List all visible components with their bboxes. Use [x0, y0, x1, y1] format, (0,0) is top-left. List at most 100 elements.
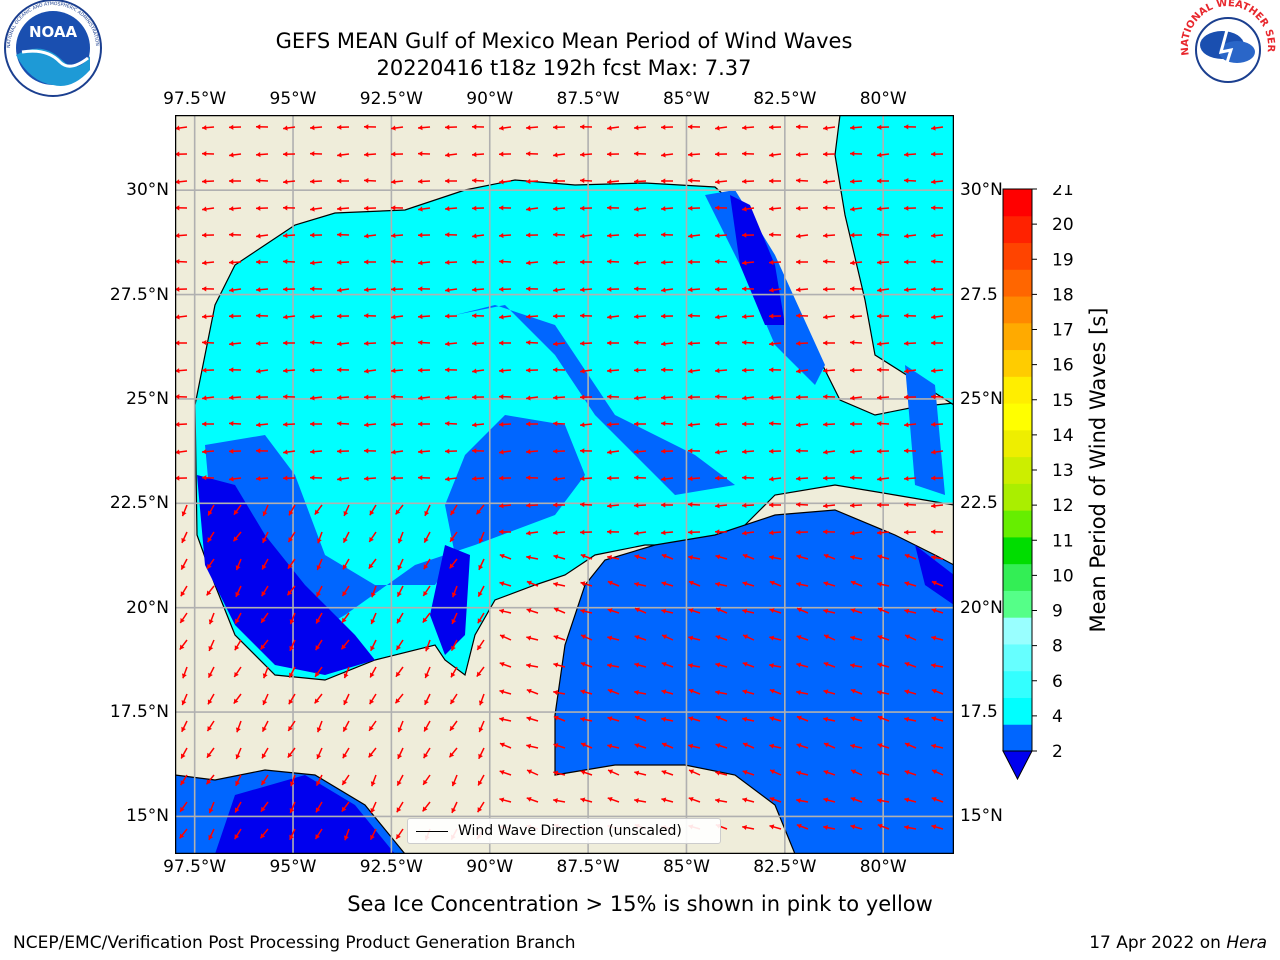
- wave-arrow: [660, 124, 674, 130]
- wave-arrow: [310, 421, 322, 427]
- wave-arrow: [260, 801, 269, 813]
- wave-arrow: [444, 152, 458, 158]
- wave-arrow: [282, 259, 296, 265]
- wave-arrow: [181, 693, 188, 706]
- wave-arrow: [228, 206, 242, 212]
- wave-arrow: [903, 178, 917, 184]
- wave-arrow: [715, 689, 728, 696]
- lat-label-left: 27.5°N: [109, 284, 169, 305]
- wave-arrow: [363, 205, 377, 211]
- lon-label-top: 90°W: [466, 89, 514, 109]
- wave-arrow: [904, 824, 917, 831]
- lat-label-left: 22.5°N: [109, 493, 169, 514]
- wave-arrow: [423, 720, 431, 732]
- wave-arrow: [904, 716, 917, 722]
- wave-arrow: [634, 689, 647, 696]
- wave-arrow: [849, 367, 863, 373]
- wave-arrow: [363, 448, 377, 454]
- wave-arrow: [823, 716, 836, 722]
- wave-arrow: [448, 747, 458, 758]
- lon-label-top: 97.5°W: [163, 89, 227, 109]
- wave-arrow: [363, 233, 377, 239]
- wave-arrow: [580, 553, 593, 560]
- colorbar-tick-label: 16: [1052, 356, 1074, 376]
- wave-arrow: [688, 769, 701, 776]
- wave-arrow: [499, 770, 512, 776]
- wave-arrow: [931, 340, 943, 346]
- wave-arrow: [283, 449, 296, 455]
- wave-arrow: [768, 341, 782, 347]
- wave-arrow: [262, 504, 269, 517]
- wave-arrow: [795, 287, 809, 293]
- wave-arrow: [181, 504, 188, 517]
- wave-arrow: [714, 394, 728, 400]
- wave-arrow: [715, 715, 728, 722]
- wave-arrow: [417, 232, 431, 238]
- wave-arrow: [849, 502, 863, 508]
- wave-arrow: [661, 770, 674, 776]
- lon-label-bottom: 95°W: [269, 857, 317, 877]
- wave-arrow: [579, 178, 593, 184]
- wave-arrow: [314, 666, 323, 678]
- wave-arrow: [476, 639, 485, 651]
- wave-arrow: [477, 612, 485, 624]
- wave-arrow: [477, 801, 485, 813]
- wave-arrow: [336, 124, 350, 130]
- wave-arrow: [687, 287, 701, 293]
- wave-arrow: [904, 368, 917, 374]
- wave-arrow: [337, 287, 350, 293]
- wave-arrow: [823, 449, 836, 455]
- wave-arrow: [342, 558, 350, 570]
- lon-label-top: 95°W: [269, 89, 317, 109]
- wave-arrow: [661, 634, 674, 641]
- wave-arrow: [877, 287, 890, 293]
- wave-arrow: [822, 151, 836, 157]
- wave-arrow: [742, 824, 755, 831]
- wave-arrow: [876, 448, 890, 454]
- wave-arrow: [607, 796, 620, 803]
- wave-arrow: [633, 178, 647, 184]
- wave-arrow: [201, 367, 215, 373]
- wave-arrow: [822, 232, 836, 239]
- wave-arrow: [422, 585, 431, 597]
- wave-arrow: [208, 828, 215, 841]
- wave-arrow: [201, 260, 215, 266]
- wave-arrow: [768, 152, 782, 158]
- wave-arrow: [316, 585, 323, 598]
- wave-arrow: [208, 801, 215, 814]
- wave-arrow: [553, 287, 566, 293]
- wave-arrow: [795, 340, 809, 346]
- wave-arrow: [903, 340, 917, 346]
- wave-arrow: [390, 421, 404, 427]
- wave-arrow: [796, 689, 809, 696]
- wave-arrow: [499, 661, 512, 668]
- wave-arrow: [660, 313, 674, 319]
- wave-arrow: [478, 747, 485, 760]
- wave-arrow: [444, 206, 458, 212]
- wave-arrow: [498, 205, 512, 211]
- wave-arrow: [660, 152, 674, 158]
- wave-arrow: [579, 124, 593, 130]
- colorbar-segment: [1003, 189, 1032, 217]
- wave-arrow: [417, 260, 431, 266]
- wave-arrow: [930, 394, 944, 400]
- noaa-logo: NOAA NATIONAL OCEANIC AND ATMOSPHERIC AD…: [2, 0, 102, 97]
- wave-arrow: [796, 607, 809, 614]
- wave-arrow: [823, 553, 836, 560]
- wave-arrow: [498, 503, 512, 509]
- wave-arrow: [877, 743, 890, 749]
- wave-arrow: [552, 152, 566, 158]
- wave-arrow: [255, 394, 269, 400]
- wave-arrow: [424, 504, 431, 517]
- wave-arrow: [476, 666, 485, 678]
- wave-arrow: [795, 448, 809, 454]
- wave-arrow: [368, 747, 377, 758]
- wave-arrow: [930, 475, 944, 481]
- wave-arrow: [336, 341, 350, 347]
- wave-arrow: [423, 558, 431, 570]
- wave-arrow: [525, 367, 539, 373]
- colorbar: 2 4 6 8 9 10 11 12 13 14 15 16 17 18 19 20 21: [1002, 185, 1074, 781]
- lat-label-right: 20°N: [960, 597, 1003, 618]
- colorbar-tick-label: 4: [1052, 707, 1063, 727]
- caribbean-water: [554, 509, 954, 854]
